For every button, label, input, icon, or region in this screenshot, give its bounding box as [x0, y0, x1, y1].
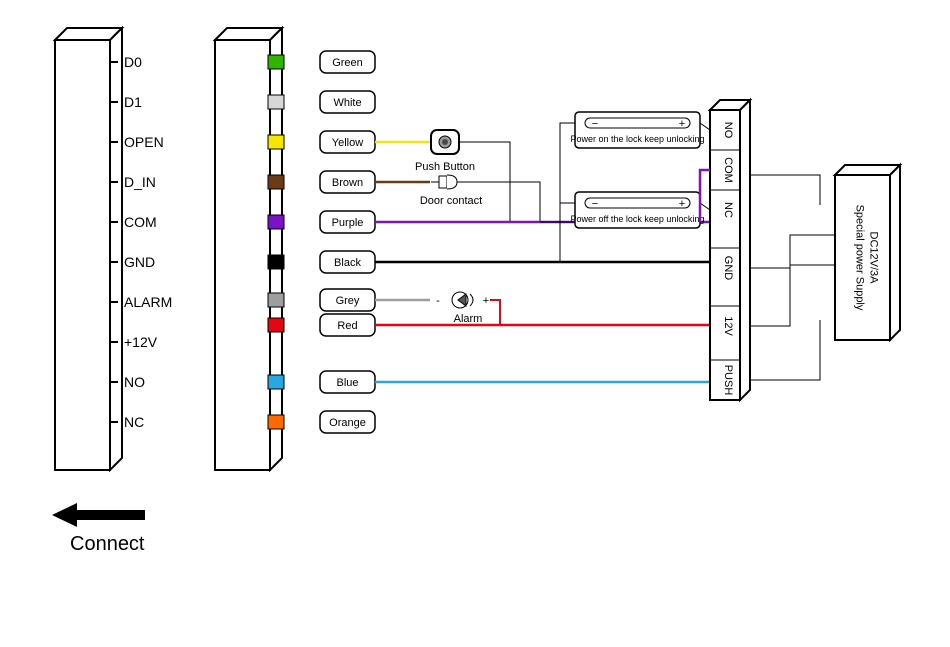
pin-label: ALARM	[124, 294, 172, 310]
pin-label: D0	[124, 54, 142, 70]
wire-color-square	[268, 375, 284, 389]
svg-text:−: −	[592, 118, 598, 130]
wire-color-square	[268, 175, 284, 189]
connect-label: Connect	[70, 533, 145, 555]
terminal-label: 12V	[722, 316, 734, 336]
wire-label: Brown	[332, 177, 363, 189]
wire-color-square	[268, 255, 284, 269]
wire-label: Orange	[329, 417, 366, 429]
svg-text:−: −	[592, 198, 598, 210]
connect-arrow	[52, 503, 145, 527]
terminal-label: COM	[722, 157, 734, 183]
wire-color-square	[268, 95, 284, 109]
pin-label: D1	[124, 94, 142, 110]
pin-label: +12V	[124, 334, 158, 350]
wire-label: Yellow	[332, 137, 363, 149]
wire-color-square	[268, 215, 284, 229]
pin-label: GND	[124, 254, 155, 270]
lock-caption: Power on the lock keep unlocking	[570, 134, 704, 144]
wire-label: Purple	[332, 217, 364, 229]
wire-label: Green	[332, 57, 363, 69]
door-contact-label: Door contact	[420, 195, 482, 207]
terminal-label: GND	[722, 256, 734, 281]
wire-label: Black	[334, 257, 361, 269]
wire-label: Red	[337, 320, 357, 332]
alarm-label: Alarm	[454, 313, 483, 325]
svg-text:+: +	[679, 118, 685, 130]
lock-caption: Power off the lock keep unlocking	[571, 214, 705, 224]
wire-color-square	[268, 415, 284, 429]
terminal-label: NC	[722, 202, 734, 218]
terminal-label: PUSH	[722, 365, 734, 396]
push-button-label: Push Button	[415, 161, 475, 173]
psu-line2: Special power Supply	[854, 205, 866, 311]
psu-line1: DC12V/3A	[868, 232, 880, 285]
pin-label: OPEN	[124, 134, 164, 150]
pin-label: COM	[124, 214, 157, 230]
terminal-label: NO	[722, 122, 734, 139]
wire-label: Blue	[336, 377, 358, 389]
wire-label: White	[333, 97, 361, 109]
wire-color-square	[268, 135, 284, 149]
pin-label: NO	[124, 374, 145, 390]
pin-label: D_IN	[124, 174, 156, 190]
svg-text:+: +	[679, 198, 685, 210]
wire-color-square	[268, 293, 284, 307]
wire-label: Grey	[336, 295, 360, 307]
wire-color-square	[268, 318, 284, 332]
pin-label: NC	[124, 414, 144, 430]
svg-text:-: -	[436, 295, 440, 307]
svg-text:+: +	[483, 295, 489, 307]
wire-color-square	[268, 55, 284, 69]
